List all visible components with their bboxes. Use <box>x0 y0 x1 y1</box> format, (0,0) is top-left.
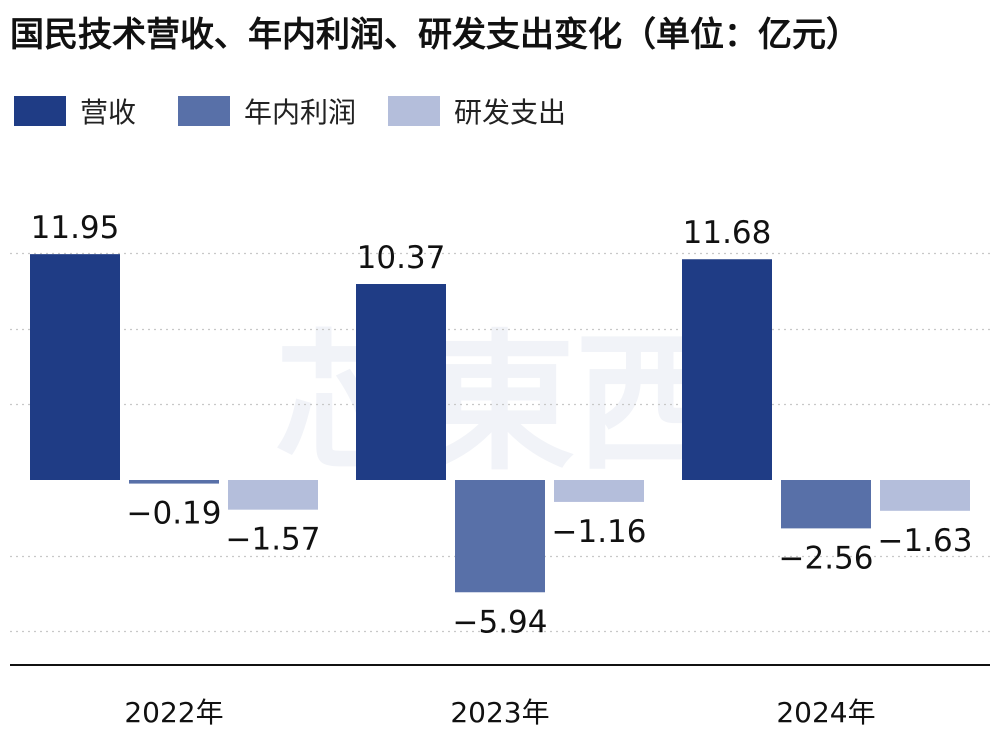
bar <box>356 284 446 480</box>
legend-swatch <box>14 96 66 126</box>
data-label: 11.95 <box>31 210 120 246</box>
x-tick-label: 2023年 <box>450 696 549 729</box>
bar <box>682 259 772 480</box>
chart-title: 国民技术营收、年内利润、研发支出变化（单位：亿元） <box>10 15 860 55</box>
data-label: 11.68 <box>683 215 772 251</box>
legend: 营收 年内利润 研发支出 <box>14 96 566 129</box>
bar <box>228 480 318 510</box>
value-labels: 11.95 −0.19−1.57 10.37 −5.94 −1.16 11.68 −2.56… <box>31 210 973 640</box>
legend-label: 营收 <box>80 96 136 129</box>
data-label: −2.56 <box>779 540 874 576</box>
bar <box>129 480 219 484</box>
data-label: −1.57 <box>226 522 321 558</box>
legend-label: 研发支出 <box>454 96 566 129</box>
gridlines <box>10 252 990 633</box>
data-label: −5.94 <box>453 604 548 640</box>
data-label: −1.63 <box>878 523 973 559</box>
bar <box>781 480 871 529</box>
data-label: −1.16 <box>552 514 647 550</box>
legend-swatch <box>178 96 230 126</box>
x-axis: 2022年 2023年 2024年 <box>10 664 990 729</box>
bar <box>554 480 644 502</box>
bar <box>880 480 970 511</box>
watermark: 芯東西 <box>275 317 725 491</box>
data-label: 10.37 <box>357 240 446 276</box>
bars <box>30 254 970 593</box>
x-tick-label: 2022年 <box>124 696 223 729</box>
legend-swatch <box>388 96 440 126</box>
legend-label: 年内利润 <box>244 96 356 129</box>
bar <box>30 254 120 480</box>
x-tick-label: 2024年 <box>776 696 875 729</box>
bar <box>455 480 545 593</box>
svg-text:芯東西: 芯東西 <box>275 317 725 491</box>
data-label: −0.19 <box>127 496 222 532</box>
